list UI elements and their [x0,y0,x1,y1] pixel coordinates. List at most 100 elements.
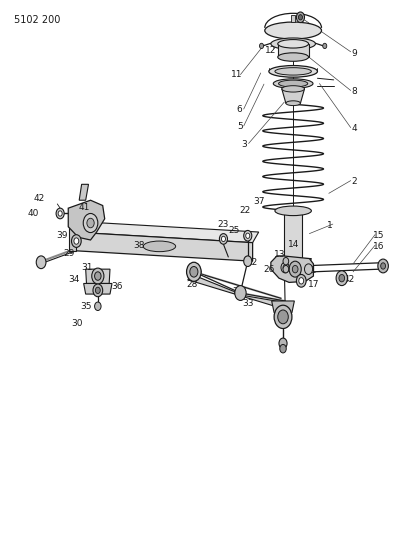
Text: 38: 38 [133,241,145,250]
Polygon shape [275,259,311,264]
Text: 13: 13 [275,251,286,260]
Ellipse shape [271,38,315,50]
Circle shape [283,265,289,273]
Ellipse shape [143,241,175,252]
Circle shape [71,235,81,247]
Text: 6: 6 [237,105,242,114]
Text: 40: 40 [27,209,39,218]
Ellipse shape [275,68,311,75]
Circle shape [339,274,345,282]
Ellipse shape [273,79,313,88]
Text: 43: 43 [279,319,291,328]
Circle shape [190,266,198,277]
Text: 42: 42 [344,274,355,284]
Circle shape [222,236,226,241]
Polygon shape [272,301,294,313]
Circle shape [378,259,388,273]
Text: 9: 9 [351,49,357,58]
Text: 23: 23 [218,220,229,229]
Polygon shape [68,200,105,240]
Text: 26: 26 [263,265,275,274]
Text: 36: 36 [111,282,123,291]
Text: 8: 8 [351,87,357,96]
Text: 35: 35 [81,302,92,311]
Polygon shape [188,274,291,306]
Circle shape [299,278,304,284]
Circle shape [298,14,302,20]
Ellipse shape [286,101,300,106]
Circle shape [278,310,288,324]
Polygon shape [69,221,76,251]
Circle shape [235,286,246,301]
Text: 2: 2 [351,177,357,186]
Ellipse shape [278,53,308,61]
Text: 21: 21 [305,266,317,275]
Ellipse shape [278,39,308,48]
Circle shape [281,262,289,273]
Ellipse shape [275,206,311,216]
Text: 29: 29 [64,249,75,259]
Circle shape [304,264,313,274]
Circle shape [58,211,62,216]
Circle shape [56,208,64,219]
Text: 30: 30 [71,319,82,328]
Text: 12: 12 [265,46,277,55]
Text: 22: 22 [246,258,257,266]
Circle shape [220,233,228,244]
Circle shape [87,218,94,228]
Text: 39: 39 [283,265,295,274]
Circle shape [95,272,101,280]
Polygon shape [86,269,110,284]
Circle shape [74,238,79,244]
Circle shape [279,338,287,349]
Circle shape [381,263,386,269]
Polygon shape [79,184,89,200]
Circle shape [274,305,292,328]
Text: 31: 31 [82,263,93,272]
Text: 33: 33 [242,299,253,308]
Text: 4: 4 [351,124,357,133]
Ellipse shape [282,86,304,92]
Circle shape [244,230,252,241]
Text: 11: 11 [231,70,242,79]
Text: 14: 14 [288,240,299,249]
Circle shape [259,43,264,49]
Text: 34: 34 [69,274,80,284]
Polygon shape [72,232,253,261]
Circle shape [95,287,100,294]
Polygon shape [72,221,259,243]
Circle shape [323,43,327,49]
Text: 39: 39 [56,231,68,240]
Polygon shape [282,89,304,103]
Ellipse shape [186,269,201,275]
Circle shape [283,265,287,270]
Text: 5: 5 [237,122,242,131]
Text: 5102 200: 5102 200 [13,14,60,25]
Ellipse shape [269,66,317,77]
Circle shape [83,214,98,232]
Circle shape [92,268,104,284]
Text: 1: 1 [327,221,333,230]
Polygon shape [271,256,313,282]
Circle shape [246,233,250,238]
Text: 27: 27 [232,287,243,296]
Circle shape [293,265,298,273]
Text: 16: 16 [373,242,384,251]
Circle shape [36,256,46,269]
Polygon shape [284,214,302,264]
Polygon shape [291,14,295,21]
Text: 42: 42 [34,194,45,203]
Text: 17: 17 [308,280,319,289]
Circle shape [296,274,306,287]
Text: 25: 25 [229,226,240,235]
Ellipse shape [279,80,308,87]
Text: 37: 37 [253,197,264,206]
Circle shape [336,271,348,286]
Circle shape [283,257,289,265]
Text: 3: 3 [242,140,247,149]
Circle shape [244,256,252,266]
Circle shape [93,284,103,297]
Text: 22: 22 [239,206,250,215]
Circle shape [280,344,286,353]
Text: 41: 41 [79,203,90,212]
